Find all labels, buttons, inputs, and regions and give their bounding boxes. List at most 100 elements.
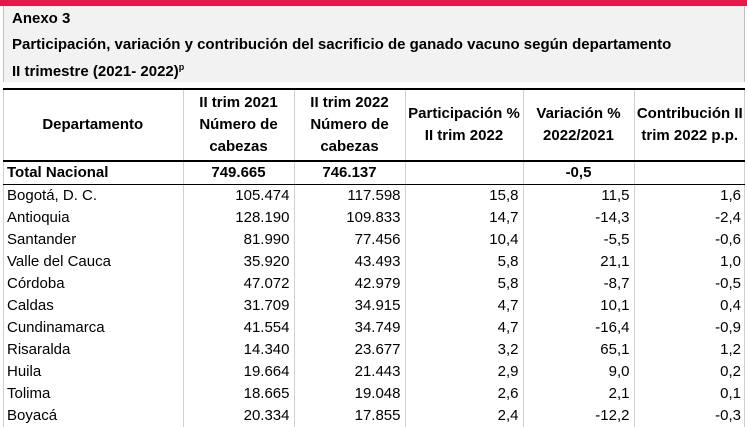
variation-cell: 2,1 — [522, 383, 634, 405]
share-cell: 14,7 — [404, 207, 523, 229]
table-header-row: Departamento II trim 2021 Número de cabez… — [3, 88, 745, 162]
table-row: Tolima 18.665 19.048 2,6 2,1 0,1 — [3, 383, 745, 405]
share-cell: 2,9 — [404, 361, 523, 383]
table-subtitle: Participación, variación y contribución … — [12, 36, 672, 53]
heads-2022-cell: 117.598 — [293, 184, 405, 207]
contribution-cell — [633, 161, 745, 185]
contribution-cell: -0,5 — [633, 273, 745, 295]
table-body: Total Nacional 749.665 746.137 -0,5 Bogotá, … — [3, 161, 745, 427]
table-row: Risaralda 14.340 23.677 3,2 65,1 1,2 — [3, 339, 745, 361]
col-participacion-header: Participación % II trim 2022 — [404, 88, 523, 162]
heads-2021-cell: 19.664 — [182, 361, 294, 383]
department-cell: Boyacá — [7, 407, 58, 424]
department-cell: Risaralda — [7, 341, 71, 358]
department-cell: Bogotá, D. C. — [7, 187, 98, 204]
heads-2022-cell: 42.979 — [293, 273, 405, 295]
share-cell — [404, 161, 523, 185]
period-label: II trimestre (2021- 2022)p — [12, 57, 184, 82]
department-cell: Total Nacional — [3, 161, 183, 185]
heads-2022-cell: 109.833 — [293, 207, 405, 229]
share-cell: 2,4 — [404, 405, 523, 427]
heads-2022-cell: 77.456 — [293, 229, 405, 251]
variation-cell: -5,5 — [522, 229, 634, 251]
variation-cell: -16,4 — [522, 317, 634, 339]
period-text: II trimestre (2021- 2022) — [12, 63, 179, 80]
variation-cell: -12,2 — [522, 405, 634, 427]
table-row: Santander 81.990 77.456 10,4 -5,5 -0,6 — [3, 229, 745, 251]
contribution-cell: -0,3 — [633, 405, 745, 427]
department-cell: Caldas — [7, 297, 54, 314]
share-cell: 4,7 — [404, 295, 523, 317]
share-cell: 10,4 — [404, 229, 523, 251]
col-variacion-header: Variación % 2022/2021 — [522, 88, 634, 162]
table-row: Boyacá 20.334 17.855 2,4 -12,2 -0,3 — [3, 405, 745, 427]
contribution-cell: 1,6 — [633, 184, 745, 207]
heads-2022-cell: 43.493 — [293, 251, 405, 273]
heads-2021-cell: 749.665 — [182, 161, 294, 185]
table-row: Huila 19.664 21.443 2,9 9,0 0,2 — [3, 361, 745, 383]
share-cell: 15,8 — [404, 184, 523, 207]
variation-cell: 10,1 — [522, 295, 634, 317]
share-cell: 5,8 — [404, 273, 523, 295]
share-cell: 2,6 — [404, 383, 523, 405]
share-cell: 4,7 — [404, 317, 523, 339]
col-contribucion-header: Contribución II trim 2022 p.p. — [633, 88, 745, 162]
heads-2022-cell: 34.915 — [293, 295, 405, 317]
variation-cell: 9,0 — [522, 361, 634, 383]
total-national-row: Total Nacional 749.665 746.137 -0,5 — [3, 161, 745, 185]
heads-2021-cell: 47.072 — [182, 273, 294, 295]
heads-2021-cell: 14.340 — [182, 339, 294, 361]
department-cell: Tolima — [7, 385, 51, 402]
contribution-cell: 0,4 — [633, 295, 745, 317]
contribution-cell: -2,4 — [633, 207, 745, 229]
annex-title: Anexo 3 — [12, 10, 71, 27]
contribution-cell: -0,9 — [633, 317, 745, 339]
heads-2021-cell: 41.554 — [182, 317, 294, 339]
variation-cell: -8,7 — [522, 273, 634, 295]
variation-cell: 65,1 — [522, 339, 634, 361]
heads-2022-cell: 17.855 — [293, 405, 405, 427]
heads-2022-cell: 21.443 — [293, 361, 405, 383]
heads-2021-cell: 31.709 — [182, 295, 294, 317]
preliminary-marker: p — [178, 62, 185, 72]
table-row: Córdoba 47.072 42.979 5,8 -8,7 -0,5 — [3, 273, 745, 295]
variation-cell: -0,5 — [522, 161, 634, 185]
table-row: Antioquia 128.190 109.833 14,7 -14,3 -2,4 — [3, 207, 745, 229]
col-ii-trim-2022-header: II trim 2022 Número de cabezas — [293, 88, 405, 162]
top-accent-bar — [0, 0, 747, 6]
department-cell: Antioquia — [7, 209, 70, 226]
share-cell: 3,2 — [404, 339, 523, 361]
heads-2022-cell: 23.677 — [293, 339, 405, 361]
heads-2021-cell: 35.920 — [182, 251, 294, 273]
col-ii-trim-2021-header: II trim 2021 Número de cabezas — [182, 88, 294, 162]
department-cell: Valle del Cauca — [7, 253, 111, 270]
department-cell: Huila — [7, 363, 42, 380]
heads-2021-cell: 20.334 — [182, 405, 294, 427]
cattle-slaughter-table: Departamento II trim 2021 Número de cabez… — [3, 88, 745, 427]
heads-2021-cell: 105.474 — [182, 184, 294, 207]
table-row: Bogotá, D. C. 105.474 117.598 15,8 11,5 1,6 — [3, 184, 745, 207]
contribution-cell: -0,6 — [633, 229, 745, 251]
department-cell: Santander — [7, 231, 77, 248]
contribution-cell: 0,1 — [633, 383, 745, 405]
col-departamento-header: Departamento — [3, 88, 183, 162]
heads-2021-cell: 128.190 — [182, 207, 294, 229]
table-row: Cundinamarca 41.554 34.749 4,7 -16,4 -0,9 — [3, 317, 745, 339]
variation-cell: 21,1 — [522, 251, 634, 273]
heads-2021-cell: 81.990 — [182, 229, 294, 251]
variation-cell: -14,3 — [522, 207, 634, 229]
table-row: Caldas 31.709 34.915 4,7 10,1 0,4 — [3, 295, 745, 317]
heads-2022-cell: 746.137 — [293, 161, 405, 185]
contribution-cell: 0,2 — [633, 361, 745, 383]
variation-cell: 11,5 — [522, 184, 634, 207]
table-left-border — [3, 88, 4, 427]
department-cell: Córdoba — [7, 275, 65, 292]
contribution-cell: 1,2 — [633, 339, 745, 361]
table-row: Valle del Cauca 35.920 43.493 5,8 21,1 1,0 — [3, 251, 745, 273]
report-header: Anexo 3 Participación, variación y contr… — [3, 6, 745, 82]
share-cell: 5,8 — [404, 251, 523, 273]
contribution-cell: 1,0 — [633, 251, 745, 273]
department-cell: Cundinamarca — [7, 319, 105, 336]
heads-2022-cell: 19.048 — [293, 383, 405, 405]
heads-2022-cell: 34.749 — [293, 317, 405, 339]
